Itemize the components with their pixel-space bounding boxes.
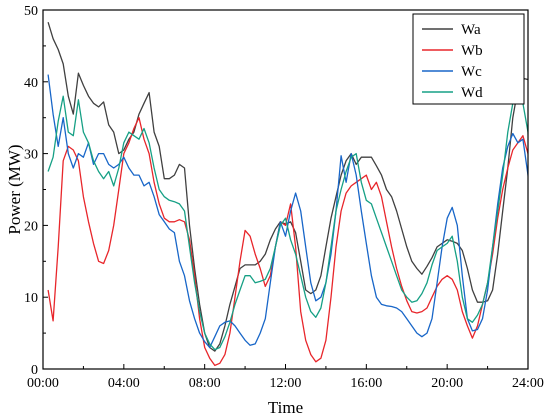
y-tick-label: 0 <box>31 363 38 378</box>
legend-label-wb: Wb <box>461 43 483 59</box>
x-tick-label: 16:00 <box>350 376 382 391</box>
x-axis-title: Time <box>268 398 303 417</box>
x-tick-label: 12:00 <box>270 376 302 391</box>
y-tick-label: 50 <box>24 4 38 19</box>
x-tick-label: 00:00 <box>27 376 59 391</box>
y-axis-title: Power (MW) <box>5 144 24 234</box>
y-tick-label: 10 <box>24 291 38 306</box>
legend-label-wd: Wd <box>461 85 483 101</box>
y-tick-label: 20 <box>24 219 38 234</box>
y-axis-ticks: 0 10 20 30 40 50 <box>24 4 48 378</box>
series-line-wd <box>47 88 528 351</box>
x-tick-label: 08:00 <box>189 376 221 391</box>
x-tick-label: 24:00 <box>512 376 544 391</box>
x-tick-label: 20:00 <box>431 376 463 391</box>
y-tick-label: 30 <box>24 148 38 163</box>
series-line-wc <box>47 74 528 349</box>
x-axis-ticks: 00:00 04:00 08:00 12:00 16:00 20:00 24:00 <box>27 364 544 391</box>
legend-label-wa: Wa <box>461 22 481 38</box>
legend: Wa Wb Wc Wd <box>412 13 525 105</box>
legend-label-wc: Wc <box>461 64 482 80</box>
x-tick-label: 04:00 <box>108 376 140 391</box>
y-tick-label: 40 <box>24 76 38 91</box>
series-line-wb <box>47 117 528 367</box>
series-layer <box>47 22 528 367</box>
